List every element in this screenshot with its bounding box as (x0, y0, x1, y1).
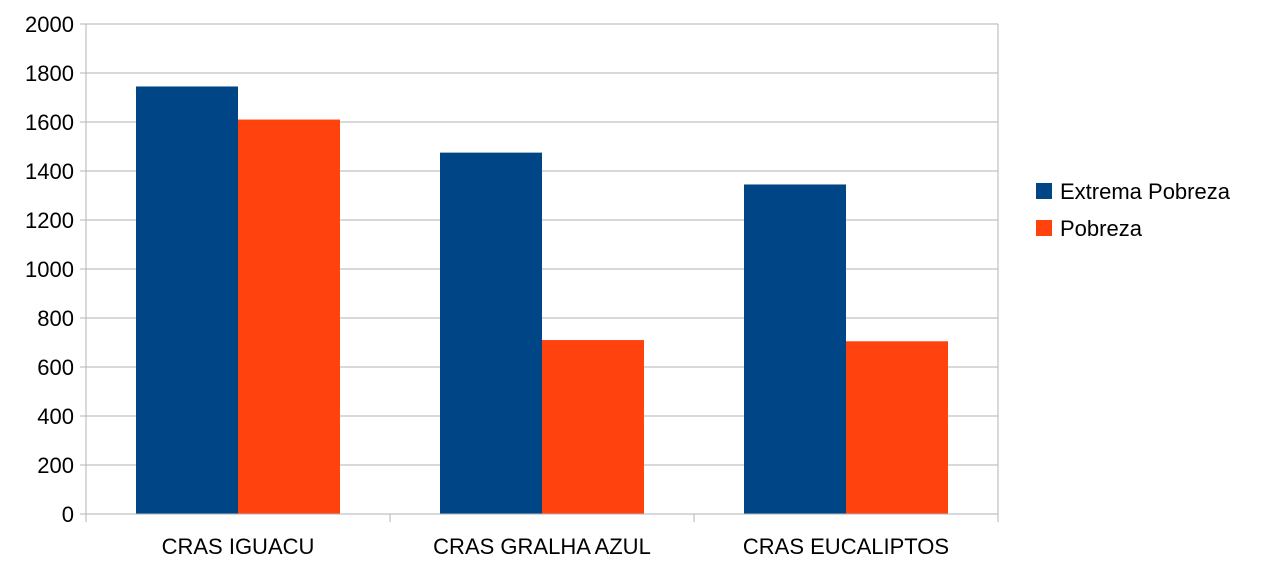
y-tick-labels: 0 200 400 600 800 1000 1200 1400 1600 1800 2000 (25, 12, 74, 527)
bar-extrema-pobreza-2 (744, 184, 846, 514)
y-tick-label: 1000 (25, 257, 74, 282)
bars (136, 86, 948, 515)
x-tick-labels: CRAS IGUACU CRAS GRALHA AZUL CRAS EUCALIPT… (162, 534, 950, 559)
bar-pobreza-0 (238, 119, 340, 515)
bar-extrema-pobreza-0 (136, 86, 238, 514)
y-tick-label: 1800 (25, 61, 74, 86)
legend-label: Pobreza (1060, 216, 1143, 241)
x-tick-label: CRAS EUCALIPTOS (743, 534, 949, 557)
x-tick-label: CRAS IGUACU (162, 534, 315, 557)
y-tick-label: 400 (37, 404, 74, 429)
legend-swatch (1036, 220, 1052, 236)
legend-swatch (1036, 183, 1052, 199)
y-tick-label: 600 (37, 355, 74, 380)
bar-pobreza-1 (542, 340, 644, 514)
y-tick-label: 200 (37, 453, 74, 478)
y-tick-label: 0 (62, 502, 74, 527)
y-tick-label: 1200 (25, 208, 74, 233)
bar-pobreza-2 (846, 341, 948, 514)
y-tick-label: 800 (37, 306, 74, 331)
x-tick-label: CRAS GRALHA AZUL (433, 534, 651, 557)
axes (80, 23, 999, 522)
legend-label: Extrema Pobreza (1060, 179, 1231, 204)
y-tick-label: 1400 (25, 159, 74, 184)
legend: Extrema Pobreza Pobreza (1036, 179, 1231, 241)
y-tick-label: 1600 (25, 110, 74, 135)
y-tick-label: 2000 (25, 12, 74, 37)
bar-extrema-pobreza-1 (440, 152, 542, 514)
